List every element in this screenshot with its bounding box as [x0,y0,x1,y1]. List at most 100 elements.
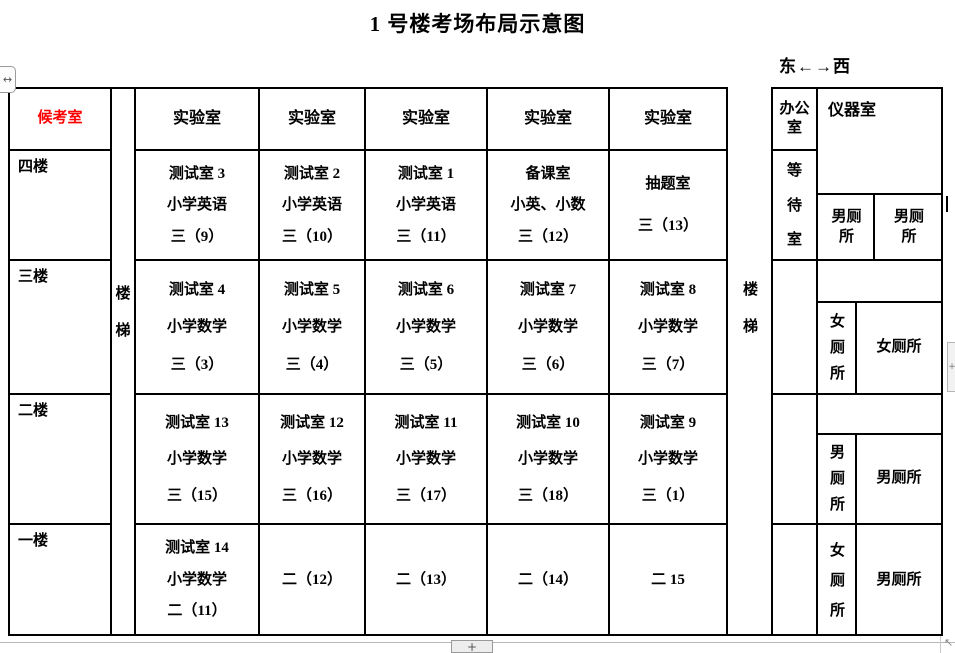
room-line: 测试室 6 [397,281,455,298]
horizontal-scroll-button[interactable]: ↔ [0,66,16,93]
cell-floor3-label: 三楼 [10,263,118,396]
cell-room-f1-1: 测试室 14 小学数学 二（11） [136,527,258,634]
cell-room-f3-4: 测试室 7 小学数学 三（6） [488,263,608,393]
grid-line [8,149,112,151]
cell-room-f2-3: 测试室 11 小学数学 三（17） [366,397,486,523]
cell-room-f4-5: 抽题室 三（13） [610,153,726,259]
room-line: 三（3） [170,356,224,373]
grid-line [816,301,943,303]
cell-office: 办公室 [773,89,816,149]
grid-line [816,87,818,636]
toilet-label: 男厕所 [829,444,845,514]
room-line: 备课室 [525,165,571,182]
cell-lab-header-3: 实验室 [366,89,486,149]
cell-floor2-label: 二楼 [10,397,118,526]
room-line: 测试室 12 [280,414,344,431]
room-line: 二（11） [167,603,227,620]
room-line: 三（9） [170,228,224,245]
room-line: 二（13） [395,571,456,588]
vertical-scrollbar-thumb[interactable]: + [947,342,955,392]
cell-room-f3-5: 测试室 8 小学数学 三（7） [610,263,726,393]
grid-line [110,87,112,636]
grid-line [8,634,943,636]
grid-line [726,87,728,636]
room-line: 三（17） [395,487,456,504]
cell-toilet-f1-2: 男厕所 [857,527,941,634]
grid-line [855,433,857,636]
room-line: 二 15 [651,571,685,588]
cell-room-f1-5: 二 15 [610,527,726,634]
grid-line [134,149,728,151]
lab-header-label: 实验室 [523,109,572,127]
toilet-label: 女厕所 [829,542,845,619]
grid-line [816,193,943,195]
room-line: 三（12） [517,228,578,245]
cell-room-f4-2: 测试室 2 小学英语 三（10） [260,153,364,259]
cell-room-f3-1: 测试室 4 小学数学 三（3） [136,263,258,393]
cell-toilet-f3-2: 女厕所 [857,303,941,393]
room-line: 小学数学 [637,319,698,336]
toilet-label: 女厕所 [876,339,922,356]
cell-lab-header-1: 实验室 [136,89,258,149]
room-line: 三（16） [281,487,342,504]
grid-line [364,87,366,636]
cell-room-f4-4: 备课室 小英、小数 三（12） [488,153,608,259]
room-line: 测试室 4 [168,281,226,298]
grid-line [771,87,773,636]
cell-toilet-f1-1: 女厕所 [818,527,857,634]
toilet-label: 男厕所 [876,571,922,588]
grid-line [608,87,610,636]
room-line: 小英、小数 [510,197,586,214]
cell-floor1-label: 一楼 [10,527,118,637]
cell-stairs-left: 楼梯 [110,276,136,360]
page-title: 1 号楼考场布局示意图 [369,12,586,36]
room-line: 小学英语 [395,197,456,214]
grid-line [771,259,943,261]
toilet-label: 女厕所 [829,313,845,383]
grid-line [873,193,875,261]
cell-lab-header-4: 实验室 [488,89,608,149]
floor-label: 二楼 [18,403,49,419]
cell-room-f3-2: 测试室 5 小学数学 三（4） [260,263,364,393]
grid-line [855,301,857,395]
horizontal-scrollbar-thumb[interactable]: + [451,640,493,653]
lab-header-label: 实验室 [401,109,450,127]
cell-toilet-f3-1: 女厕所 [818,303,857,393]
room-line: 二（14） [517,571,578,588]
cell-room-f4-3: 测试室 1 小学英语 三（11） [366,153,486,259]
toilet-label: 男厕所 [893,208,924,245]
room-line: 测试室 13 [165,414,229,431]
grid-line [134,259,728,261]
grid-line [8,87,10,636]
room-line: 小学数学 [517,319,578,336]
cell-room-f4-1: 测试室 3 小学英语 三（9） [136,153,258,259]
cell-toilet-f4-2: 男厕所 [875,195,943,259]
cell-room-f1-4: 二（14） [488,527,608,634]
cell-floor4-label: 四楼 [10,153,118,262]
floor-label: 四楼 [18,159,49,175]
grid-line [816,433,943,435]
grid-line [771,149,818,151]
floor-label: 一楼 [18,533,49,549]
toilet-label: 男厕所 [876,470,922,487]
room-line: 小学数学 [395,319,456,336]
room-line: 抽题室 [645,176,691,193]
room-line: 三（18） [517,487,578,504]
room-line: 小学数学 [166,571,227,588]
room-line: 三（4） [285,356,339,373]
grid-line [771,523,943,525]
room-line: 测试室 8 [639,281,697,298]
room-line: 三（1） [641,487,695,504]
cell-room-f3-3: 测试室 6 小学数学 三（5） [366,263,486,393]
cell-waiting-room: 候考室 [10,89,110,149]
room-line: 三（11） [396,228,456,245]
cell-toilet-f2-2: 男厕所 [857,435,941,523]
grid-line [134,393,728,395]
office-label: 办公室 [779,101,810,136]
room-line: 测试室 11 [394,414,458,431]
grid-line [771,393,943,395]
grid-line [771,87,943,89]
room-line: 三（13） [637,218,698,235]
room-line: 测试室 14 [165,540,229,557]
